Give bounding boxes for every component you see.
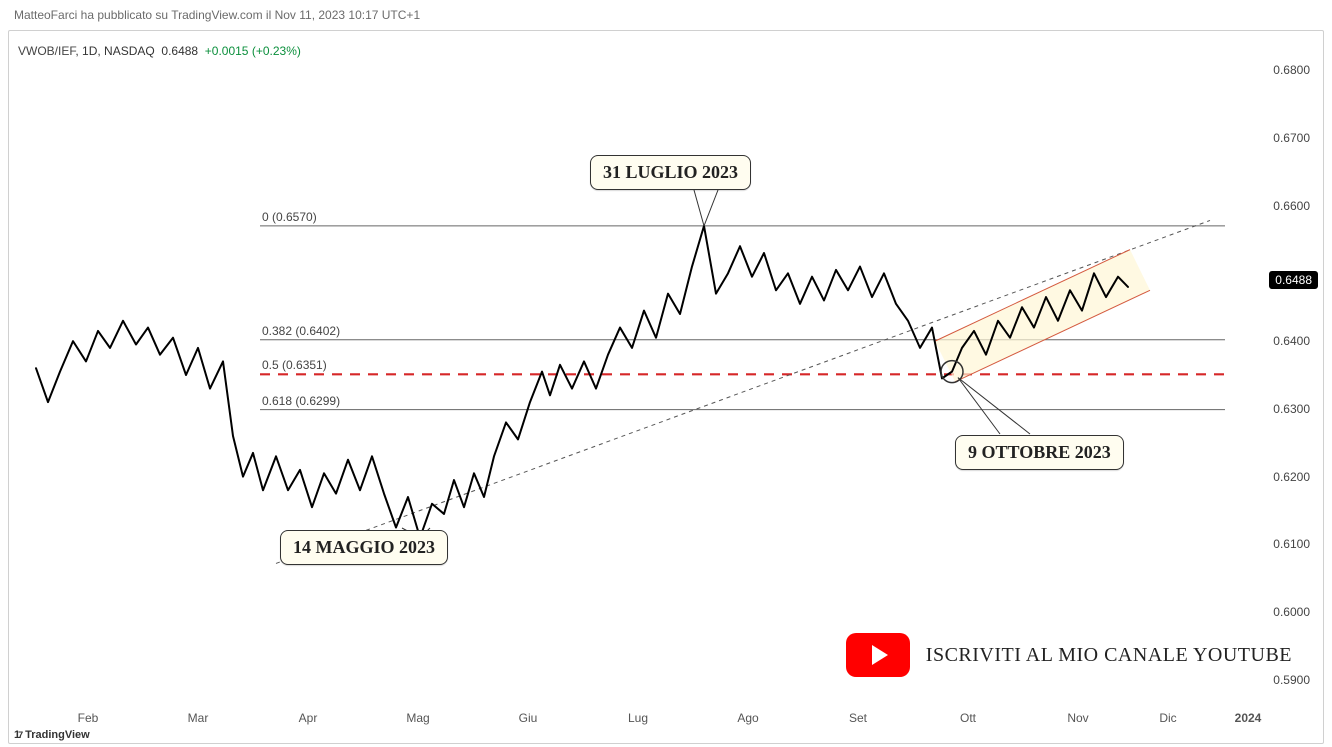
x-tick-label: Dic — [1159, 711, 1176, 725]
tradingview-logo: 17TradingView — [14, 729, 90, 741]
x-tick-label: Set — [849, 711, 867, 725]
fib-label-382: 0.382 (0.6402) — [262, 324, 340, 338]
x-tick-label: Giu — [519, 711, 538, 725]
tradingview-chart-page: MatteoFarci ha pubblicato su TradingView… — [0, 0, 1332, 747]
youtube-cta-text: ISCRIVITI AL MIO CANALE YOUTUBE — [926, 644, 1292, 667]
callout-9-ottobre: 9 OTTOBRE 2023 — [955, 435, 1124, 470]
y-tick-label: 0.6100 — [1273, 537, 1310, 551]
fib-label-618: 0.618 (0.6299) — [262, 394, 340, 408]
y-tick-label: 0.6200 — [1273, 470, 1310, 484]
y-tick-label: 0.6700 — [1273, 131, 1310, 145]
last-price-badge: 0.6488 — [1269, 271, 1318, 289]
fib-label-0: 0 (0.6570) — [262, 210, 317, 224]
x-tick-label: Mag — [406, 711, 429, 725]
x-tick-label: Ott — [960, 711, 976, 725]
x-tick-label: Lug — [628, 711, 648, 725]
x-tick-label: 2024 — [1235, 711, 1262, 725]
y-tick-label: 0.6000 — [1273, 605, 1310, 619]
x-tick-label: Mar — [188, 711, 209, 725]
tradingview-logo-icon: 17 — [14, 729, 21, 741]
y-tick-label: 0.6800 — [1273, 63, 1310, 77]
fib-label-50: 0.5 (0.6351) — [262, 358, 327, 372]
x-tick-label: Nov — [1067, 711, 1088, 725]
y-tick-label: 0.6600 — [1273, 199, 1310, 213]
x-tick-label: Apr — [299, 711, 318, 725]
y-tick-label: 0.6400 — [1273, 334, 1310, 348]
y-tick-label: 0.6300 — [1273, 402, 1310, 416]
x-tick-label: Feb — [78, 711, 99, 725]
youtube-cta[interactable]: ISCRIVITI AL MIO CANALE YOUTUBE — [846, 633, 1292, 677]
callout-31-luglio: 31 LUGLIO 2023 — [590, 155, 751, 190]
x-tick-label: Ago — [737, 711, 758, 725]
callout-14-maggio: 14 MAGGIO 2023 — [280, 530, 448, 565]
youtube-play-icon[interactable] — [846, 633, 910, 677]
